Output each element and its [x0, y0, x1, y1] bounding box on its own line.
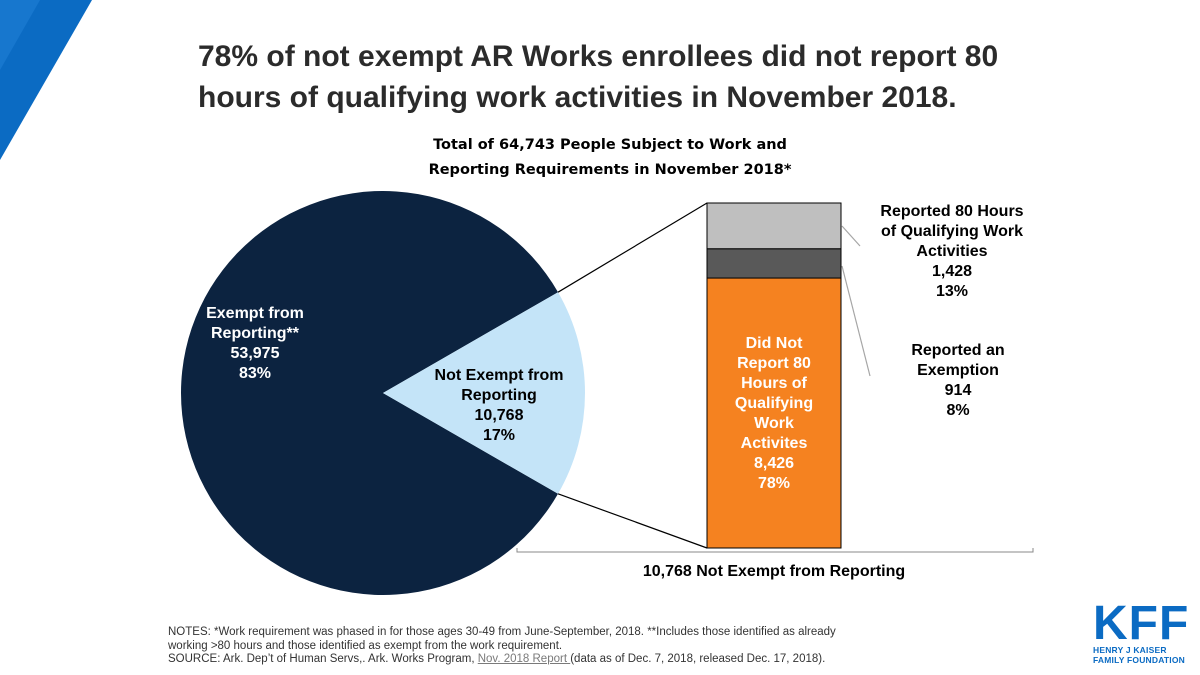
pie-label-exempt-value: 53,975 [231, 345, 280, 362]
pie-slice-not-exempt [383, 292, 585, 494]
kff-logo-line1: HENRY J KAISER [1093, 645, 1167, 655]
pie-label-not-exempt-line2: Reporting [461, 387, 537, 404]
corner-accent [0, 0, 92, 160]
connector-line-top [557, 202, 708, 293]
corner-accent-shade [0, 0, 40, 70]
kff-logo-mark: KFF [1093, 597, 1190, 650]
bar-label-did-not-report-line2: Report 80 [737, 355, 811, 372]
source-line: SOURCE: Ark. Dep’t of Human Servs,. Ark.… [168, 653, 968, 667]
bar-label-exemption-line1: Reported an [911, 342, 1004, 359]
bar-label-did-not-report: Did Not Report 80 Hours of Qualifying Wo… [735, 335, 813, 492]
bar-label-did-not-report-line4: Qualifying [735, 395, 813, 412]
source-report-link[interactable]: Nov. 2018 Report [477, 653, 571, 665]
chart-title-line2: Reporting Requirements in November 2018* [428, 162, 792, 178]
callout-line-exemption [841, 265, 871, 377]
pie-label-exempt-line1: Exempt from [206, 305, 304, 322]
connector-line-bottom [557, 493, 708, 549]
pie-label-exempt-line2: Reporting** [211, 325, 300, 342]
chart-title-line1: Total of 64,743 People Subject to Work a… [433, 137, 787, 153]
pie-label-not-exempt: Not Exempt from Reporting 10,768 17% [435, 367, 564, 444]
bar-label-reported-80-value: 1,428 [932, 263, 972, 280]
bar-label-did-not-report-pct: 78% [758, 475, 790, 492]
bar-segment-did-not-report [706, 277, 842, 549]
bar-label-exemption-value: 914 [945, 382, 972, 399]
pie-label-not-exempt-line1: Not Exempt from [435, 367, 564, 384]
bar-label-reported-80: Reported 80 Hours of Qualifying Work Act… [880, 203, 1023, 300]
bar-label-reported-80-line3: Activities [916, 243, 987, 260]
page-title: 78% of not exempt AR Works enrollees did… [198, 36, 1098, 118]
kff-logo: KFF HENRY J KAISER FAMILY FOUNDATION [1093, 597, 1190, 666]
bar-label-reported-80-line1: Reported 80 Hours [880, 203, 1023, 220]
bar-axis-bracket [516, 548, 1034, 553]
bar-label-did-not-report-value: 8,426 [754, 455, 794, 472]
pie-label-exempt: Exempt from Reporting** 53,975 83% [206, 305, 304, 382]
page-title-line1: 78% of not exempt AR Works enrollees did… [198, 40, 999, 73]
bar-axis-label: 10,768 Not Exempt from Reporting [643, 563, 905, 580]
chart-title: Total of 64,743 People Subject to Work a… [400, 133, 820, 183]
bar-label-did-not-report-line1: Did Not [746, 335, 804, 352]
bar-label-reported-80-line2: of Qualifying Work [881, 223, 1023, 240]
bar-label-did-not-report-line3: Hours of [741, 375, 807, 392]
bar-label-did-not-report-line5: Work [754, 415, 794, 432]
callout-line-reported-80 [841, 225, 861, 247]
bar-label-did-not-report-line6: Activites [741, 435, 808, 452]
pie-label-exempt-pct: 83% [239, 365, 271, 382]
bar-label-exemption: Reported an Exemption 914 8% [911, 342, 1004, 419]
notes-line2: working >80 hours and those identified a… [168, 639, 563, 652]
source-prefix: SOURCE: Ark. Dep’t of Human Servs,. Ark.… [168, 653, 478, 665]
stacked-bar [706, 202, 842, 549]
bar-label-exemption-line2: Exemption [917, 362, 999, 379]
kff-logo-line2: FAMILY FOUNDATION [1093, 655, 1186, 665]
bar-label-exemption-pct: 8% [946, 402, 969, 419]
pie-chart [181, 191, 585, 595]
notes: NOTES: *Work requirement was phased in f… [168, 626, 968, 667]
bar-segment-reported-80 [706, 202, 842, 250]
pie-slice-exempt [181, 191, 559, 595]
bar-label-reported-80-pct: 13% [936, 283, 968, 300]
source-suffix: (data as of Dec. 7, 2018, released Dec. … [570, 653, 826, 665]
page-title-line2: hours of qualifying work activities in N… [198, 81, 957, 114]
pie-label-not-exempt-value: 10,768 [475, 407, 524, 424]
notes-line1: NOTES: *Work requirement was phased in f… [168, 626, 836, 638]
bar-segment-exemption [706, 248, 842, 279]
pie-label-not-exempt-pct: 17% [483, 427, 515, 444]
